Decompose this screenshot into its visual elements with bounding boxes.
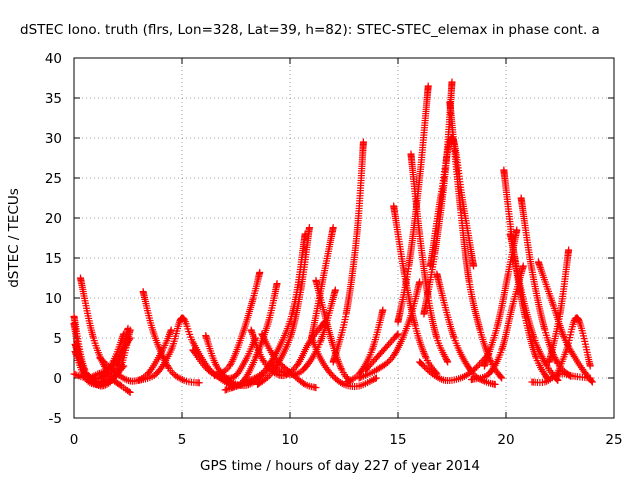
series-6 — [71, 348, 128, 389]
series-16 — [228, 230, 309, 392]
x-tick-label: 0 — [70, 432, 79, 448]
x-tick-label: 15 — [389, 432, 406, 448]
x-tick-label: 25 — [605, 432, 622, 448]
y-tick-label: 40 — [45, 51, 62, 67]
y-tick-label: 30 — [45, 131, 62, 147]
data-points — [70, 78, 596, 396]
series-27 — [407, 150, 452, 366]
y-tick-label: -5 — [49, 411, 62, 427]
series-24 — [355, 278, 424, 382]
y-tick-labels: -5 0 5 10 15 20 25 30 35 40 — [45, 51, 62, 427]
y-tick-label: 35 — [45, 91, 62, 107]
series-22 — [308, 224, 337, 342]
x-tick-label: 10 — [281, 432, 298, 448]
series-12 — [210, 268, 264, 380]
series-28 — [416, 350, 493, 385]
chart-title: dSTEC Iono. truth (flrs, Lon=328, Lat=39… — [20, 22, 600, 38]
y-tick-label: 20 — [45, 211, 62, 227]
x-tick-label: 5 — [178, 432, 187, 448]
y-tick-label: 5 — [53, 331, 62, 347]
series-8 — [139, 288, 203, 387]
series-17 — [258, 330, 320, 392]
series-32 — [433, 270, 499, 388]
series-34 — [480, 226, 521, 370]
axis-ticks — [73, 57, 615, 419]
y-tick-label: 25 — [45, 171, 62, 187]
plot-frame — [73, 57, 615, 419]
series-21 — [329, 138, 367, 366]
y-tick-label: 15 — [45, 251, 62, 267]
x-tick-labels: 0 5 10 15 20 25 — [70, 432, 623, 448]
y-tick-label: 10 — [45, 291, 62, 307]
series-30 — [446, 98, 506, 382]
y-tick-label: 0 — [53, 371, 62, 387]
series-36 — [506, 230, 562, 384]
x-tick-label: 20 — [497, 432, 514, 448]
series-23 — [342, 306, 387, 386]
series-31 — [426, 134, 478, 270]
